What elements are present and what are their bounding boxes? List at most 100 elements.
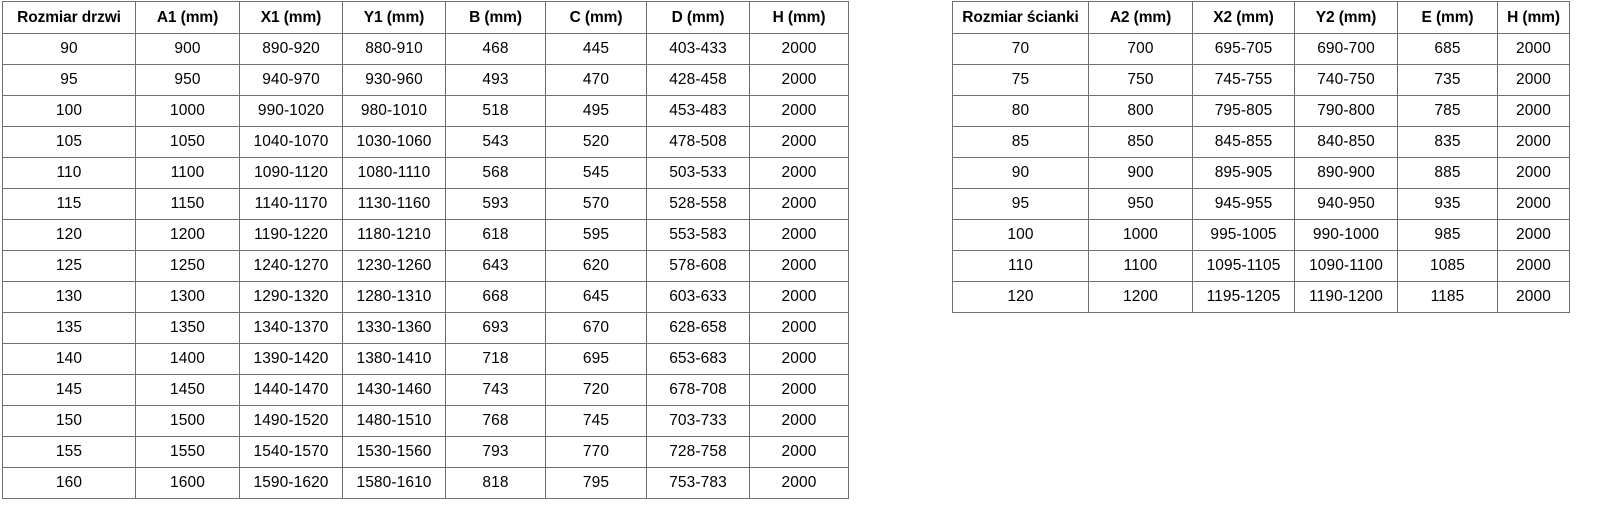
walls-cell-r6-c4: 985 xyxy=(1397,219,1498,251)
walls-cell-r2-c3: 790-800 xyxy=(1294,95,1398,127)
walls-cell-r1-c0: 75 xyxy=(952,64,1089,96)
walls-cell-r7-c1: 1100 xyxy=(1088,250,1193,282)
table-row: 110 1100 1095-1105 1090-1100 1085 2000 xyxy=(952,250,1570,282)
doors-cell-r7-c0: 125 xyxy=(2,250,136,282)
doors-cell-r1-c3: 930-960 xyxy=(342,64,446,96)
table-row: 75 750 745-755 740-750 735 2000 xyxy=(952,64,1570,96)
table-row: 105 1050 1040-1070 1030-1060 543 520 478-508 20… xyxy=(2,126,849,158)
walls-cell-r6-c5: 2000 xyxy=(1497,219,1570,251)
doors-cell-r11-c1: 1450 xyxy=(135,374,240,406)
walls-cell-r0-c1: 700 xyxy=(1088,33,1193,65)
doors-cell-r6-c6: 553-583 xyxy=(646,219,750,251)
walls-cell-r0-c5: 2000 xyxy=(1497,33,1570,65)
doors-cell-r2-c6: 453-483 xyxy=(646,95,750,127)
doors-cell-r1-c5: 470 xyxy=(545,64,647,96)
door-table-body: 90 900 890-920 880-910 468 445 403-433 2000 95 95… xyxy=(2,33,849,499)
doors-cell-r11-c5: 720 xyxy=(545,374,647,406)
doors-cell-r11-c6: 678-708 xyxy=(646,374,750,406)
doors-cell-r9-c6: 628-658 xyxy=(646,312,750,344)
doors-cell-r12-c1: 1500 xyxy=(135,405,240,437)
walls-cell-r7-c0: 110 xyxy=(952,250,1089,282)
doors-cell-r9-c4: 693 xyxy=(445,312,546,344)
walls-cell-r6-c1: 1000 xyxy=(1088,219,1193,251)
table-row: 145 1450 1440-1470 1430-1460 743 720 678-708 20… xyxy=(2,374,849,406)
walls-cell-r3-c3: 840-850 xyxy=(1294,126,1398,158)
walls-cell-r0-c0: 70 xyxy=(952,33,1089,65)
doors-cell-r14-c3: 1580-1610 xyxy=(342,467,446,499)
doors-cell-r9-c5: 670 xyxy=(545,312,647,344)
doors-cell-r9-c0: 135 xyxy=(2,312,136,344)
walls-cell-r4-c5: 2000 xyxy=(1497,157,1570,189)
walls-cell-r8-c0: 120 xyxy=(952,281,1089,313)
doors-cell-r8-c3: 1280-1310 xyxy=(342,281,446,313)
walls-cell-r2-c4: 785 xyxy=(1397,95,1498,127)
walls-cell-r8-c3: 1190-1200 xyxy=(1294,281,1398,313)
doors-cell-r5-c7: 2000 xyxy=(749,188,849,220)
doors-column-header-2: X1 (mm) xyxy=(239,1,343,34)
wall-dimensions-table: Rozmiar ścianki A2 (mm) X2 (mm) Y2 (mm) E (m… xyxy=(952,1,1570,313)
doors-cell-r0-c7: 2000 xyxy=(749,33,849,65)
doors-cell-r2-c7: 2000 xyxy=(749,95,849,127)
door-table-header: Rozmiar drzwi A1 (mm) X1 (mm) Y1 (mm) B (mm)… xyxy=(2,1,849,34)
doors-cell-r7-c4: 643 xyxy=(445,250,546,282)
doors-cell-r2-c0: 100 xyxy=(2,95,136,127)
doors-cell-r4-c3: 1080-1110 xyxy=(342,157,446,189)
doors-cell-r10-c3: 1380-1410 xyxy=(342,343,446,375)
walls-column-header-4: E (mm) xyxy=(1397,1,1498,34)
doors-column-header-3: Y1 (mm) xyxy=(342,1,446,34)
doors-cell-r12-c7: 2000 xyxy=(749,405,849,437)
walls-cell-r7-c3: 1090-1100 xyxy=(1294,250,1398,282)
doors-cell-r8-c1: 1300 xyxy=(135,281,240,313)
doors-cell-r11-c7: 2000 xyxy=(749,374,849,406)
doors-cell-r7-c7: 2000 xyxy=(749,250,849,282)
doors-cell-r10-c0: 140 xyxy=(2,343,136,375)
doors-column-header-6: D (mm) xyxy=(646,1,750,34)
doors-cell-r10-c6: 653-683 xyxy=(646,343,750,375)
doors-cell-r5-c6: 528-558 xyxy=(646,188,750,220)
doors-cell-r14-c0: 160 xyxy=(2,467,136,499)
walls-cell-r1-c3: 740-750 xyxy=(1294,64,1398,96)
walls-cell-r5-c5: 2000 xyxy=(1497,188,1570,220)
walls-cell-r1-c2: 745-755 xyxy=(1192,64,1295,96)
doors-cell-r13-c1: 1550 xyxy=(135,436,240,468)
walls-cell-r1-c5: 2000 xyxy=(1497,64,1570,96)
doors-cell-r10-c4: 718 xyxy=(445,343,546,375)
doors-cell-r10-c5: 695 xyxy=(545,343,647,375)
table-header-row: Rozmiar drzwi A1 (mm) X1 (mm) Y1 (mm) B (mm)… xyxy=(2,1,849,34)
walls-cell-r3-c1: 850 xyxy=(1088,126,1193,158)
walls-cell-r1-c1: 750 xyxy=(1088,64,1193,96)
doors-cell-r12-c4: 768 xyxy=(445,405,546,437)
doors-cell-r8-c2: 1290-1320 xyxy=(239,281,343,313)
doors-cell-r10-c7: 2000 xyxy=(749,343,849,375)
table-row: 80 800 795-805 790-800 785 2000 xyxy=(952,95,1570,127)
table-row: 70 700 695-705 690-700 685 2000 xyxy=(952,33,1570,65)
walls-cell-r4-c3: 890-900 xyxy=(1294,157,1398,189)
doors-cell-r14-c6: 753-783 xyxy=(646,467,750,499)
table-row: 130 1300 1290-1320 1280-1310 668 645 603-633 20… xyxy=(2,281,849,313)
doors-cell-r2-c1: 1000 xyxy=(135,95,240,127)
doors-cell-r6-c4: 618 xyxy=(445,219,546,251)
walls-cell-r1-c4: 735 xyxy=(1397,64,1498,96)
doors-cell-r9-c1: 1350 xyxy=(135,312,240,344)
walls-cell-r3-c4: 835 xyxy=(1397,126,1498,158)
table-header-row: Rozmiar ścianki A2 (mm) X2 (mm) Y2 (mm) E (m… xyxy=(952,1,1570,34)
doors-cell-r4-c0: 110 xyxy=(2,157,136,189)
wall-table-header: Rozmiar ścianki A2 (mm) X2 (mm) Y2 (mm) E (m… xyxy=(952,1,1570,34)
doors-column-header-0: Rozmiar drzwi xyxy=(2,1,136,34)
walls-cell-r5-c2: 945-955 xyxy=(1192,188,1295,220)
walls-cell-r0-c2: 695-705 xyxy=(1192,33,1295,65)
walls-cell-r2-c5: 2000 xyxy=(1497,95,1570,127)
table-row: 120 1200 1195-1205 1190-1200 1185 2000 xyxy=(952,281,1570,313)
doors-cell-r4-c7: 2000 xyxy=(749,157,849,189)
walls-cell-r6-c2: 995-1005 xyxy=(1192,219,1295,251)
doors-cell-r6-c2: 1190-1220 xyxy=(239,219,343,251)
doors-cell-r5-c5: 570 xyxy=(545,188,647,220)
doors-column-header-7: H (mm) xyxy=(749,1,849,34)
walls-cell-r8-c2: 1195-1205 xyxy=(1192,281,1295,313)
walls-cell-r5-c3: 940-950 xyxy=(1294,188,1398,220)
walls-cell-r4-c0: 90 xyxy=(952,157,1089,189)
doors-cell-r13-c0: 155 xyxy=(2,436,136,468)
walls-column-header-2: X2 (mm) xyxy=(1192,1,1295,34)
doors-cell-r3-c1: 1050 xyxy=(135,126,240,158)
doors-cell-r14-c2: 1590-1620 xyxy=(239,467,343,499)
